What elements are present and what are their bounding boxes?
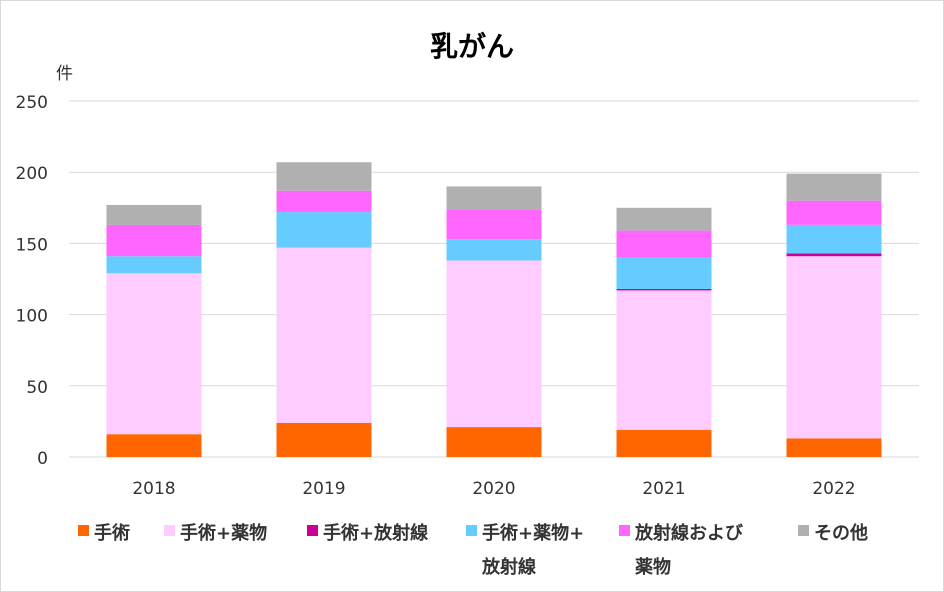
y-tick-label: 0 bbox=[37, 449, 48, 469]
legend-label-3: 手術+薬物+ bbox=[482, 522, 584, 544]
x-tick-label: 2018 bbox=[132, 479, 175, 499]
bar-segment-2021-series-2 bbox=[616, 288, 712, 291]
x-tick-label: 2021 bbox=[642, 479, 685, 499]
bar-segment-2018-series-5 bbox=[106, 204, 202, 225]
y-tick-label: 150 bbox=[16, 235, 48, 255]
bar-segment-2022-series-5 bbox=[786, 173, 882, 201]
y-axis-tick-labels: 0 50 100 150 200 250 bbox=[16, 93, 48, 469]
bar-segment-2022-series-1 bbox=[786, 256, 882, 439]
x-tick-label: 2022 bbox=[812, 479, 855, 499]
bar-segment-2021-series-3 bbox=[616, 257, 712, 289]
legend-label-5: その他 bbox=[814, 522, 868, 544]
legend-label-0: 手術 bbox=[94, 522, 130, 544]
x-tick-label: 2020 bbox=[472, 479, 515, 499]
legend-swatch-3 bbox=[466, 525, 477, 536]
legend-label-4: 薬物 bbox=[635, 556, 671, 578]
bar-segment-2021-series-1 bbox=[616, 290, 712, 430]
legend-swatch-0 bbox=[78, 525, 89, 536]
legend-swatch-4 bbox=[619, 525, 630, 536]
bar-segment-2022-series-2 bbox=[786, 253, 882, 257]
bar-segment-2020-series-5 bbox=[446, 186, 542, 210]
bar-segment-2020-series-3 bbox=[446, 239, 542, 261]
legend-label-2: 手術+放射線 bbox=[323, 522, 428, 544]
y-axis-unit-label: 件 bbox=[56, 64, 73, 84]
bar-segment-2018-series-3 bbox=[106, 256, 202, 274]
chart-title: 乳がん bbox=[430, 30, 514, 63]
legend-label-3: 放射線 bbox=[481, 556, 536, 578]
x-tick-label: 2019 bbox=[302, 479, 345, 499]
y-tick-label: 100 bbox=[16, 307, 48, 327]
bar-segment-2020-series-1 bbox=[446, 260, 542, 428]
legend-swatch-5 bbox=[798, 525, 809, 536]
bar-segment-2022-series-4 bbox=[786, 200, 882, 225]
bar-segment-2020-series-4 bbox=[446, 209, 542, 240]
bar-segment-2019-series-3 bbox=[276, 212, 372, 248]
y-tick-label: 200 bbox=[16, 164, 48, 184]
bar-segment-2018-series-1 bbox=[106, 273, 202, 435]
bar-segment-2021-series-0 bbox=[616, 429, 712, 457]
legend-swatch-1 bbox=[164, 525, 175, 536]
bar-segment-2021-series-4 bbox=[616, 230, 712, 258]
bar-segment-2018-series-0 bbox=[106, 434, 202, 457]
legend-label-1: 手術+薬物 bbox=[180, 522, 267, 544]
y-tick-label: 50 bbox=[26, 378, 48, 398]
legend-label-4: 放射線および bbox=[634, 522, 744, 544]
bar-stacks bbox=[106, 162, 882, 457]
bar-segment-2019-series-4 bbox=[276, 190, 372, 213]
bar-segment-2021-series-5 bbox=[616, 207, 712, 231]
bar-segment-2019-series-0 bbox=[276, 422, 372, 457]
bar-segment-2019-series-5 bbox=[276, 162, 372, 191]
bar-segment-2022-series-0 bbox=[786, 438, 882, 457]
y-tick-label: 250 bbox=[16, 93, 48, 113]
bar-segment-2022-series-3 bbox=[786, 224, 882, 254]
bar-segment-2018-series-4 bbox=[106, 224, 202, 257]
legend-swatch-2 bbox=[307, 525, 318, 536]
x-axis-tick-labels: 2018 2019 2020 2021 2022 bbox=[132, 479, 855, 499]
bar-segment-2019-series-1 bbox=[276, 247, 372, 423]
bar-segment-2020-series-0 bbox=[446, 427, 542, 457]
